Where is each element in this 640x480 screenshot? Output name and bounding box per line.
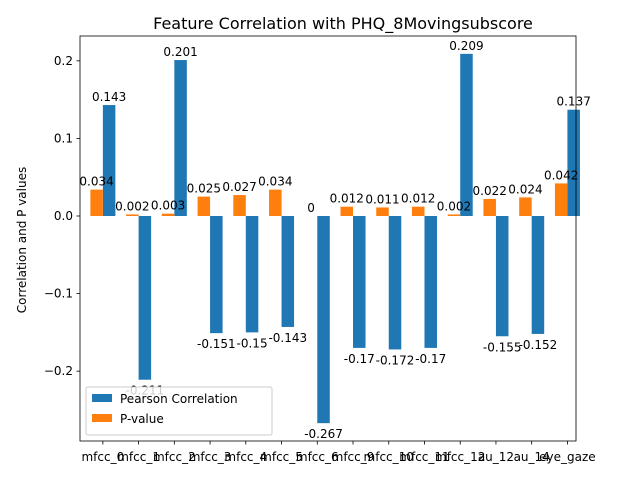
pearson-bar-mfcc_12	[460, 53, 473, 217]
pearson-value-label-au_12: -0.155	[483, 340, 522, 354]
pvalue-value-label-mfcc_0: 0.034	[79, 175, 113, 189]
pvalue-bar-mfcc_1	[126, 214, 139, 216]
pvalue-value-label-au_14: 0.024	[508, 182, 542, 196]
pvalue-bar-mfcc_11	[411, 206, 425, 216]
pearson-value-label-mfcc_3: -0.151	[197, 337, 236, 351]
pvalue-value-label-mfcc_1: 0.002	[115, 199, 149, 213]
pearson-bar-mfcc_3	[210, 216, 223, 334]
y-tick-label: −0.2	[44, 364, 73, 378]
y-axis-ticks: −0.2 −0.1 0.0 0.1 0.2	[44, 54, 80, 378]
pvalue-value-label-mfcc_3: 0.025	[187, 182, 221, 196]
pearson-bar-au_14	[531, 216, 545, 334]
plot-area: 0.143-0.2110.201-0.151-0.15-0.143-0.267-…	[79, 39, 590, 441]
pvalue-bar-mfcc_2	[161, 213, 175, 216]
pearson-bar-mfcc_0	[102, 105, 116, 216]
pearson-bar-mfcc_9	[353, 216, 366, 348]
pearson-bar-mfcc_5	[281, 216, 295, 327]
pearson-value-label-mfcc_5: -0.143	[268, 331, 307, 345]
pearson-bar-mfcc_11	[424, 216, 437, 348]
x-tick-label: mfcc_4	[224, 450, 267, 464]
x-tick-label: mfcc_5	[260, 450, 303, 464]
pvalue-value-label-mfcc_11: 0.012	[401, 192, 435, 206]
pearson-value-label-mfcc_11: -0.17	[415, 352, 446, 366]
legend-label: Pearson Correlation	[120, 392, 238, 406]
x-tick-label: mfcc_0	[81, 450, 124, 464]
y-tick-label: 0.0	[54, 209, 73, 223]
pearson-value-label-mfcc_12: 0.209	[449, 39, 483, 53]
pvalue-bar-mfcc_0	[90, 189, 103, 216]
x-tick-label: mfcc_9	[332, 450, 375, 464]
chart-title: Feature Correlation with PHQ_8Movingsubs…	[153, 14, 533, 34]
x-tick-label: mfcc_3	[189, 450, 232, 464]
y-tick-label: −0.1	[44, 287, 73, 301]
pearson-value-label-mfcc_0: 0.143	[92, 90, 126, 104]
y-tick-label: 0.2	[54, 54, 73, 68]
pearson-bar-eye_gaze	[567, 109, 580, 216]
pvalue-bar-mfcc_12	[447, 214, 461, 216]
pearson-value-label-mfcc_6: -0.267	[304, 427, 343, 441]
pvalue-value-label-au_12: 0.022	[473, 184, 507, 198]
pearson-value-label-mfcc_4: -0.15	[237, 336, 268, 350]
legend-swatch	[92, 414, 112, 422]
pearson-value-label-mfcc_9: -0.17	[344, 352, 375, 366]
pearson-value-label-au_14: -0.152	[519, 338, 558, 352]
pvalue-value-label-mfcc_2: 0.003	[151, 199, 185, 213]
pvalue-bar-mfcc_9	[340, 206, 354, 216]
x-tick-label: au_12	[478, 450, 514, 464]
pearson-value-label-mfcc_2: 0.201	[163, 45, 197, 59]
legend-swatch	[92, 394, 112, 402]
pearson-bar-mfcc_6	[317, 216, 330, 424]
pearson-bar-mfcc_4	[245, 216, 259, 333]
axes-border	[79, 35, 577, 442]
pvalue-value-label-eye_gaze: 0.042	[544, 168, 578, 182]
pearson-bar-mfcc_10	[388, 216, 402, 350]
x-tick-label: eye_gaze	[539, 450, 596, 464]
axes-frame	[79, 35, 577, 442]
x-axis-ticks: mfcc_0mfcc_1mfcc_2mfcc_3mfcc_4mfcc_5mfcc…	[81, 441, 596, 464]
pvalue-bar-mfcc_10	[376, 207, 389, 216]
pvalue-bar-mfcc_5	[269, 189, 282, 216]
x-tick-label: mfcc_12	[435, 450, 485, 464]
pvalue-value-label-mfcc_5: 0.034	[258, 175, 292, 189]
pvalue-bar-au_12	[483, 198, 496, 216]
pvalue-value-label-mfcc_12: 0.002	[437, 199, 471, 213]
legend-label: P-value	[120, 412, 164, 426]
pearson-bar-mfcc_1	[138, 216, 152, 380]
pvalue-bar-mfcc_4	[233, 195, 246, 216]
x-tick-label: mfcc_11	[399, 450, 449, 464]
x-tick-label: mfcc_6	[296, 450, 339, 464]
pvalue-value-label-mfcc_10: 0.011	[365, 192, 399, 206]
pearson-value-label-mfcc_10: -0.172	[376, 353, 415, 367]
pearson-bar-au_12	[495, 216, 509, 337]
pvalue-value-label-mfcc_9: 0.012	[330, 192, 364, 206]
pvalue-bar-au_14	[519, 197, 532, 216]
pearson-value-label-eye_gaze: 0.137	[556, 95, 590, 109]
legend: Pearson Correlation P-value	[85, 386, 273, 436]
legend-box	[85, 386, 273, 436]
pvalue-bar-mfcc_3	[197, 196, 211, 216]
x-tick-label: mfcc_10	[364, 450, 414, 464]
pvalue-value-label-mfcc_4: 0.027	[222, 180, 256, 194]
x-tick-label: mfcc_2	[153, 450, 196, 464]
pearson-bar-mfcc_2	[174, 60, 187, 216]
y-axis-label: Correlation and P values	[15, 167, 29, 313]
y-tick-label: 0.1	[54, 131, 73, 145]
pvalue-value-label-mfcc_6: 0	[307, 201, 315, 215]
x-tick-label: au_14	[514, 450, 550, 464]
pvalue-bar-eye_gaze	[554, 183, 568, 216]
x-tick-label: mfcc_1	[117, 450, 160, 464]
